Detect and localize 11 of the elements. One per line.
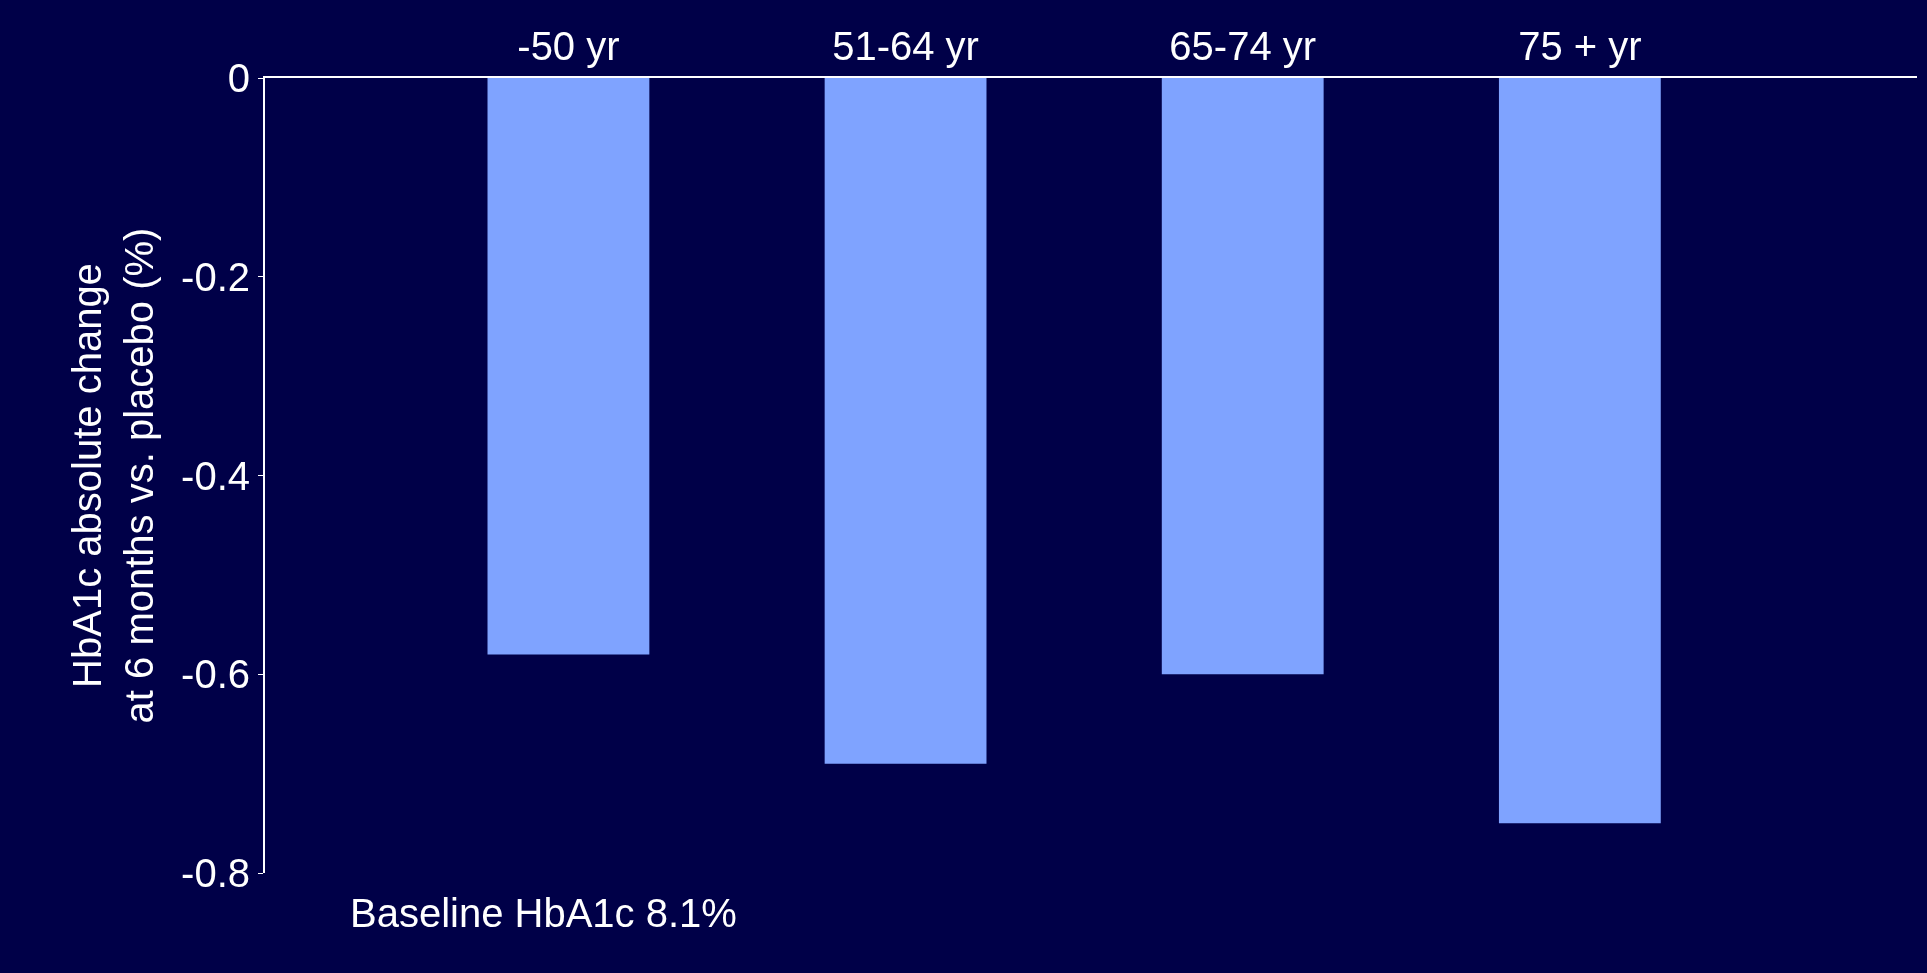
x-tick-label: 51-64 yr	[832, 24, 979, 68]
y-tick-label: -0.8	[181, 851, 250, 895]
x-tick-label: -50 yr	[517, 24, 620, 68]
x-tick-label: 65-74 yr	[1169, 24, 1317, 68]
y-tick-label: -0.2	[181, 254, 250, 299]
y-tick-label: -0.4	[181, 453, 250, 498]
text: Baseline HbA1c 8.1%	[350, 891, 737, 935]
y-axis-title: HbA1c absolute change at 6 months vs. placebo (%)	[65, 227, 162, 724]
x-tick-label: 75 + yr	[1518, 24, 1642, 68]
y-tick-label: 0	[227, 56, 250, 100]
y-tick-label: -0.6	[181, 652, 250, 697]
